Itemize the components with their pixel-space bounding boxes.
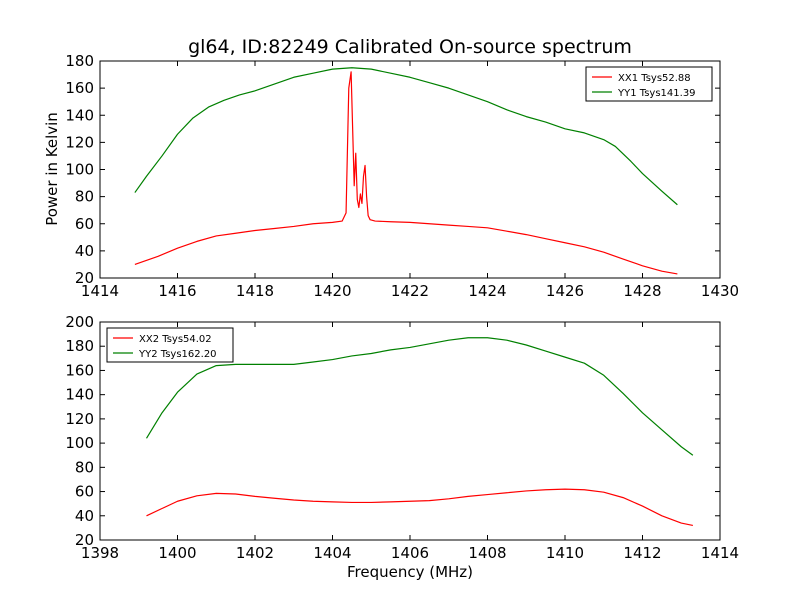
y-tick-label: 160 xyxy=(65,361,94,379)
legend: XX2 Tsys54.02 YY2 Tsys162.20 xyxy=(106,327,234,363)
x-tick-label: 1424 xyxy=(468,282,506,300)
y-tick-label: 100 xyxy=(65,434,94,452)
y-tick-label: 200 xyxy=(65,313,94,331)
x-tick-label: 1400 xyxy=(158,544,196,562)
x-tick-label: 1418 xyxy=(236,282,274,300)
legend-box xyxy=(585,66,713,102)
x-tick-label: 1412 xyxy=(623,544,661,562)
legend-label: XX2 Tsys54.02 xyxy=(139,334,212,345)
y-tick-label: 100 xyxy=(65,161,94,179)
chart-title: gl64, ID:82249 Calibrated On-source spec… xyxy=(188,36,632,58)
x-tick-label: 1414 xyxy=(701,544,739,562)
x-tick-label: 1416 xyxy=(158,282,196,300)
y-tick-label: 120 xyxy=(65,133,94,151)
x-tick-label: 1410 xyxy=(546,544,584,562)
x-tick-label: 1430 xyxy=(701,282,739,300)
x-tick-label: 1404 xyxy=(313,544,351,562)
x-tick-label: 1408 xyxy=(468,544,506,562)
top-y-axis-label: Power in Kelvin xyxy=(43,112,61,226)
legend-label: YY1 Tsys141.39 xyxy=(617,88,696,99)
y-tick-label: 20 xyxy=(75,531,94,549)
y-tick-label: 120 xyxy=(65,410,94,428)
y-tick-label: 40 xyxy=(75,242,94,260)
series-line-2 xyxy=(145,337,694,456)
y-tick-label: 140 xyxy=(65,106,94,124)
x-tick-label: 1420 xyxy=(313,282,351,300)
y-tick-label: 180 xyxy=(65,52,94,70)
legend-label: XX1 Tsys52.88 xyxy=(618,73,691,84)
top-panel: 1414 1416 1418 1420 1422 1424 1426 1428 1430 20 40… xyxy=(65,52,739,300)
y-tick-label: 80 xyxy=(75,458,94,476)
y-tick-label: 80 xyxy=(75,188,94,206)
series-line-2 xyxy=(134,67,678,206)
x-tick-label: 1406 xyxy=(391,544,429,562)
y-tick-label: 20 xyxy=(75,269,94,287)
x-tick-label: 1422 xyxy=(391,282,429,300)
legend: XX1 Tsys52.88 YY1 Tsys141.39 xyxy=(585,66,713,102)
x-tick-label: 1414 xyxy=(81,282,119,300)
x-tick-label: 1426 xyxy=(546,282,584,300)
y-tick-label: 140 xyxy=(65,386,94,404)
y-tick-label: 180 xyxy=(65,337,94,355)
legend-box xyxy=(106,327,234,363)
bottom-panel: 1398 1400 1402 1404 1406 1408 1410 1412 1414 20 40… xyxy=(65,313,739,562)
y-tick-label: 60 xyxy=(75,215,94,233)
x-tick-label: 1428 xyxy=(623,282,661,300)
series-line-1 xyxy=(146,488,693,527)
y-tick-label: 160 xyxy=(65,79,94,97)
bottom-x-axis-label: Frequency (MHz) xyxy=(347,563,473,581)
x-tick-label: 1398 xyxy=(81,544,119,562)
legend-label: YY2 Tsys162.20 xyxy=(138,349,217,360)
series-line-1 xyxy=(134,71,678,275)
y-tick-label: 40 xyxy=(75,507,94,525)
x-tick-label: 1402 xyxy=(236,544,274,562)
y-tick-label: 60 xyxy=(75,483,94,501)
